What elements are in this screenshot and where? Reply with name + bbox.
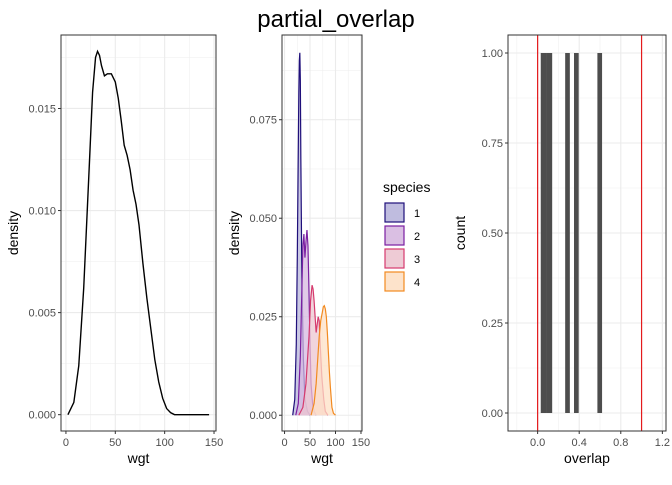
- legend-label-species-4: 4: [414, 277, 420, 289]
- legend-label-species-3: 3: [414, 254, 420, 266]
- histogram-bar: [540, 53, 547, 413]
- y-axis-title: count: [452, 216, 468, 250]
- species-legend: species 1 2 3 4: [383, 179, 430, 292]
- x-tick-label: 0: [63, 437, 69, 449]
- y-tick-label: 0.050: [249, 213, 277, 225]
- x-tick-label: 0.0: [530, 437, 545, 449]
- panel-border: [281, 34, 363, 432]
- legend-key-species-3: [384, 248, 405, 269]
- histogram-bar: [597, 53, 603, 413]
- y-tick-label: 0.00: [482, 408, 503, 420]
- x-tick-label: 100: [155, 437, 173, 449]
- x-axis-title: wgt: [127, 450, 150, 466]
- y-tick-label: 0.75: [482, 138, 503, 150]
- legend-title: species: [383, 179, 430, 195]
- density-area-species-4: [311, 305, 336, 416]
- panel-border: [60, 34, 217, 432]
- histogram-bar: [574, 53, 579, 413]
- y-tick-label: 0.005: [28, 308, 56, 320]
- density-area-species-2: [295, 230, 317, 416]
- y-tick-label: 0.25: [482, 318, 503, 330]
- legend-label-species-1: 1: [414, 208, 420, 220]
- x-tick-label: 0: [281, 437, 287, 449]
- histogram-bar: [565, 53, 570, 413]
- x-tick-label: 1.2: [655, 437, 670, 449]
- y-tick-label: 1.00: [482, 48, 503, 60]
- y-tick-label: 0.015: [28, 103, 56, 115]
- y-tick-label: 0.010: [28, 206, 56, 218]
- y-tick-label: 0.075: [249, 115, 277, 127]
- x-axis-title: wgt: [310, 450, 333, 466]
- x-tick-label: 0.4: [572, 437, 587, 449]
- y-tick-label: 0.025: [249, 312, 277, 324]
- density-line: [67, 49, 210, 416]
- overlap-histogram-panel: 0.00 0.25 0.50 0.75 1.00 0.0 0.4 0.8 1.2 overlap c…: [452, 34, 670, 466]
- x-tick-label: 50: [304, 437, 316, 449]
- legend-key-species-1: [384, 202, 405, 223]
- x-tick-label: 150: [352, 437, 370, 449]
- y-tick-label: 0.000: [249, 410, 277, 422]
- x-tick-label: 0.8: [613, 437, 628, 449]
- legend-key-species-4: [384, 271, 405, 292]
- figure-title: partial_overlap: [257, 6, 414, 33]
- x-tick-label: 50: [109, 437, 121, 449]
- y-tick-label: 0.000: [28, 410, 56, 422]
- density-panel: 0.000 0.005 0.010 0.015 0 50 100 150 wgt density: [5, 34, 223, 466]
- species-density-panel: 0.000 0.025 0.050 0.075 0 50 100 150 wgt density: [226, 34, 370, 466]
- x-axis-title: overlap: [564, 450, 610, 466]
- histogram-bar: [546, 53, 553, 413]
- x-tick-label: 150: [205, 437, 223, 449]
- density-line-species-4: [310, 304, 336, 416]
- y-axis-title: density: [5, 211, 21, 255]
- legend-label-species-2: 2: [414, 231, 420, 243]
- y-tick-label: 0.50: [482, 228, 503, 240]
- legend-key-species-2: [384, 225, 405, 246]
- y-axis-title: density: [226, 211, 242, 255]
- x-tick-label: 100: [326, 437, 344, 449]
